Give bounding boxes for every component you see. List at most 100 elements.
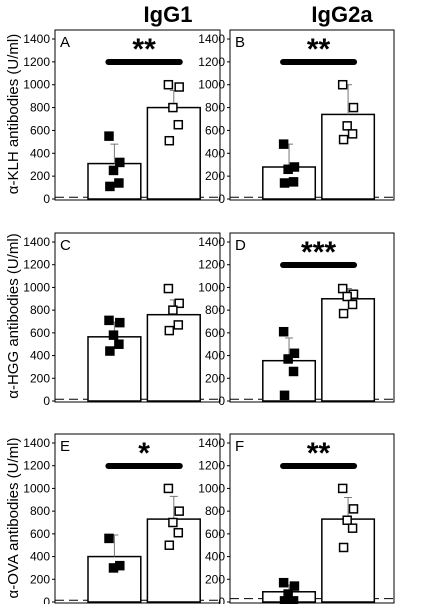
data-point-open bbox=[347, 299, 358, 310]
data-point-filled bbox=[279, 178, 290, 188]
y-tick-label: 1400 bbox=[23, 436, 50, 450]
panel-label: A bbox=[60, 34, 70, 51]
y-axis-label-ova: α-OVA antibodies (U/ml) bbox=[5, 438, 22, 599]
data-point-open bbox=[337, 283, 348, 294]
y-axis-label-hgg: α-HGG antibodies (U/ml) bbox=[5, 233, 22, 398]
y-tick-label: 600 bbox=[30, 123, 50, 137]
data-point-filled bbox=[289, 581, 300, 591]
y-tick-label: 400 bbox=[205, 349, 225, 363]
data-point-open bbox=[342, 515, 352, 525]
column-titles: IgG1 IgG2a bbox=[144, 2, 374, 27]
data-point-open bbox=[163, 79, 174, 90]
panel-frame bbox=[229, 29, 395, 201]
data-point-open bbox=[173, 527, 184, 538]
y-tick-label: 1000 bbox=[23, 280, 50, 294]
y-tick-label: 600 bbox=[205, 123, 225, 137]
y-tick-label: 1000 bbox=[198, 280, 225, 294]
data-point-filled bbox=[104, 315, 114, 326]
y-tick-label: 800 bbox=[30, 101, 50, 115]
data-point-filled bbox=[278, 139, 289, 149]
panel-label: C bbox=[60, 237, 71, 254]
panel-c: C 0 200 400 600 800 1000 1200 1400 bbox=[23, 232, 221, 408]
y-tick-label: 1200 bbox=[198, 55, 225, 69]
data-point-open bbox=[338, 134, 349, 145]
data-point-open bbox=[348, 102, 359, 113]
data-point-open bbox=[342, 121, 352, 131]
data-point-filled bbox=[114, 178, 124, 188]
y-tick-label: 0 bbox=[218, 192, 225, 206]
y-tick-label: 400 bbox=[30, 146, 50, 160]
column-title-igg2a: IgG2a bbox=[311, 2, 373, 27]
y-tick-label: 1400 bbox=[23, 32, 50, 46]
y-tick-label: 400 bbox=[30, 349, 50, 363]
data-point-filled bbox=[105, 346, 115, 356]
y-tick-label: 200 bbox=[205, 169, 225, 183]
data-point-open bbox=[342, 291, 352, 302]
y-tick-label: 1000 bbox=[23, 78, 50, 92]
y-tick-label: 1400 bbox=[198, 32, 225, 46]
panel-frame bbox=[54, 433, 221, 604]
y-tick-label: 1200 bbox=[23, 55, 50, 69]
y-tick-label: 0 bbox=[218, 394, 225, 408]
significance-stars: *** bbox=[301, 236, 336, 269]
y-tick-label: 600 bbox=[30, 326, 50, 340]
panel-label: F bbox=[235, 438, 244, 455]
significance-stars: ** bbox=[132, 33, 156, 66]
data-point-open bbox=[168, 102, 178, 113]
data-point-open bbox=[168, 305, 178, 315]
y-tick-label: 800 bbox=[30, 303, 50, 317]
y-tick-label: 1200 bbox=[198, 258, 225, 272]
y-tick-label: 1000 bbox=[23, 481, 50, 495]
data-point-filled bbox=[108, 563, 119, 573]
data-point-open bbox=[164, 540, 175, 550]
y-tick-label: 800 bbox=[30, 504, 50, 518]
y-tick-label: 0 bbox=[43, 192, 50, 206]
significance-stars: ** bbox=[307, 33, 331, 66]
data-point-filled bbox=[283, 354, 293, 364]
significance-stars: ** bbox=[307, 437, 331, 470]
panel-label: D bbox=[235, 237, 246, 254]
panel-frame bbox=[229, 433, 395, 604]
y-tick-label: 600 bbox=[30, 527, 50, 541]
data-point-open bbox=[173, 119, 184, 130]
y-tick-label: 200 bbox=[205, 572, 225, 586]
y-tick-label: 200 bbox=[205, 371, 225, 385]
panel-label: E bbox=[60, 438, 70, 455]
y-tick-label: 200 bbox=[30, 572, 50, 586]
data-point-open bbox=[347, 129, 358, 139]
panel-frame bbox=[229, 232, 395, 403]
panel-b: B 0 200 400 600 800 1000 1200 1400 ** bbox=[198, 29, 395, 206]
data-point-open bbox=[174, 298, 184, 309]
y-tick-label: 800 bbox=[205, 504, 225, 518]
column-title-igg1: IgG1 bbox=[144, 2, 193, 27]
data-point-open bbox=[174, 82, 184, 92]
data-point-open bbox=[164, 135, 175, 146]
y-tick-label: 200 bbox=[30, 371, 50, 385]
data-point-open bbox=[347, 523, 358, 533]
y-tick-label: 600 bbox=[205, 527, 225, 541]
data-point-filled bbox=[283, 164, 293, 175]
data-point-filled bbox=[288, 596, 299, 606]
data-point-filled bbox=[108, 330, 119, 340]
data-point-filled bbox=[288, 366, 299, 377]
bar bbox=[87, 162, 142, 200]
panels: A 0 200 400 600 800 1000 1200 1400 ** B 0 200 400 600 8… bbox=[23, 29, 395, 609]
data-point-filled bbox=[105, 181, 115, 192]
panel-frame bbox=[54, 29, 221, 201]
data-point-filled bbox=[289, 348, 300, 359]
panel-e: E 0 200 400 600 800 1000 1200 1400 * bbox=[23, 433, 221, 609]
panel-d: D 0 200 400 600 800 1000 1200 1400 *** bbox=[198, 232, 395, 408]
y-tick-label: 1400 bbox=[23, 235, 50, 249]
data-point-filled bbox=[104, 533, 114, 544]
data-point-open bbox=[163, 283, 174, 294]
panel-a: A 0 200 400 600 800 1000 1200 1400 ** bbox=[23, 29, 221, 206]
data-point-open bbox=[174, 506, 184, 516]
data-point-filled bbox=[279, 390, 290, 401]
data-point-open bbox=[337, 79, 348, 90]
data-point-filled bbox=[279, 596, 290, 606]
y-tick-label: 0 bbox=[218, 595, 225, 604]
y-tick-label: 1000 bbox=[198, 481, 225, 495]
panel-frame bbox=[54, 232, 221, 403]
panel-label: B bbox=[235, 34, 245, 51]
